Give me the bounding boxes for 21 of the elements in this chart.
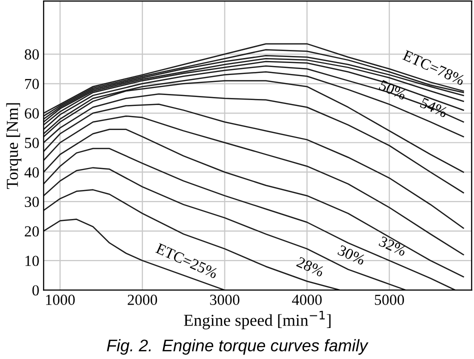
y-tick-label: 40 bbox=[24, 167, 39, 178]
x-tick-label: 3000 bbox=[210, 294, 240, 305]
x-tick-label: 4000 bbox=[292, 294, 322, 305]
y-tick-label: 20 bbox=[24, 226, 39, 237]
x-tick-label: 1000 bbox=[46, 294, 75, 305]
annotation: 28% bbox=[296, 256, 325, 277]
annotation: 54% bbox=[420, 97, 448, 118]
y-axis-title: Torque [Nm] bbox=[6, 103, 22, 189]
annotation: 32% bbox=[378, 236, 408, 256]
y-tick-label: 30 bbox=[24, 196, 39, 208]
y-tick-label: 80 bbox=[24, 49, 39, 60]
y-tick-label: 70 bbox=[25, 78, 39, 90]
x-axis-title: Engine speed [min$^{−1}$] bbox=[184, 310, 331, 330]
y-tick-label: 50 bbox=[25, 138, 39, 148]
caption: Fig. 2. Engine torque curves family bbox=[106, 339, 368, 355]
annotation: 30% bbox=[337, 244, 366, 266]
y-tick-label: 60 bbox=[24, 108, 39, 119]
y-tick-label: 10 bbox=[26, 256, 39, 266]
x-tick-label: 2000 bbox=[128, 294, 158, 305]
x-tick-label: 5000 bbox=[374, 294, 404, 305]
y-tick-label: 0 bbox=[32, 285, 39, 296]
